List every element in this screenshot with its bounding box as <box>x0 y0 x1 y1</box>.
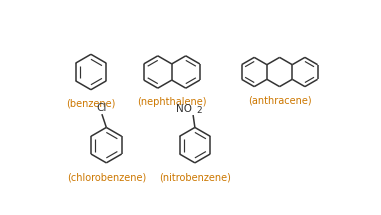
Text: (benzene): (benzene) <box>66 99 115 109</box>
Text: Cl: Cl <box>97 103 107 113</box>
Text: (chlorobenzene): (chlorobenzene) <box>67 172 146 182</box>
Text: NO: NO <box>176 104 192 114</box>
Text: 2: 2 <box>196 106 202 115</box>
Text: (nephthalene): (nephthalene) <box>137 97 207 108</box>
Text: (anthracene): (anthracene) <box>248 96 311 106</box>
Text: (nitrobenzene): (nitrobenzene) <box>159 172 231 182</box>
